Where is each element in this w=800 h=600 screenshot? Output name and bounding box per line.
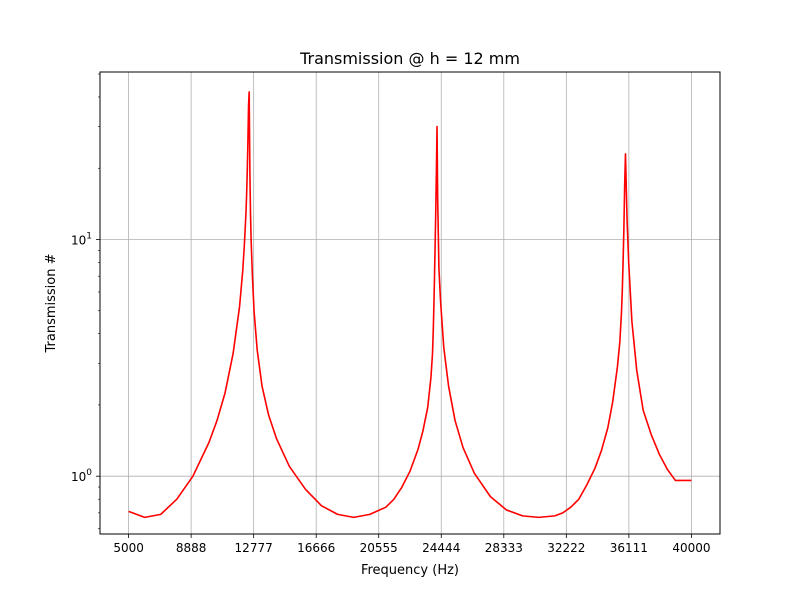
x-tick-label: 32222 — [547, 541, 585, 555]
series-line — [128, 91, 692, 519]
plot-lines — [128, 91, 692, 519]
x-tick-label: 40000 — [672, 541, 710, 555]
x-axis: 5000 8888 12777 16666 20555 24444 28333 32222 36… — [113, 534, 711, 555]
y-axis: 100 101 — [71, 73, 100, 530]
x-tick-label: 5000 — [113, 541, 144, 555]
x-tick-label: 16666 — [297, 541, 335, 555]
chart-title: Transmission @ h = 12 mm — [299, 49, 520, 68]
y-tick-label: 101 — [71, 231, 92, 247]
x-tick-label: 8888 — [176, 541, 207, 555]
x-tick-label: 12777 — [235, 541, 273, 555]
axes-frame — [99, 71, 721, 535]
x-axis-label: Frequency (Hz) — [361, 563, 459, 578]
y-axis-label: Transmission # — [44, 253, 59, 353]
y-tick-label: 100 — [71, 468, 92, 484]
x-tick-label: 20555 — [360, 541, 398, 555]
x-tick-label: 28333 — [485, 541, 523, 555]
x-tick-label: 36111 — [610, 541, 648, 555]
x-tick-label: 24444 — [422, 541, 460, 555]
